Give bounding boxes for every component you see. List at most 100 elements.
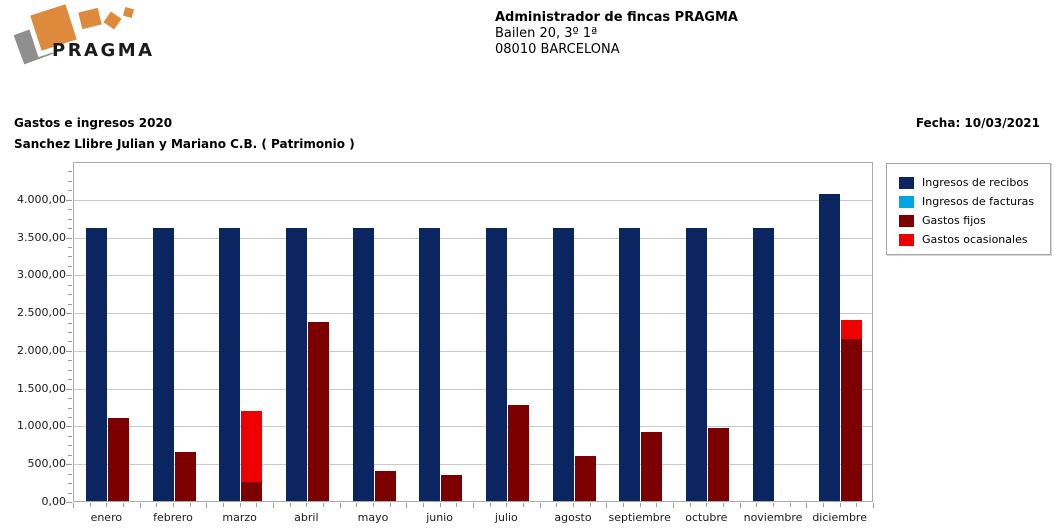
legend-swatch-icon	[899, 233, 914, 246]
company-header: Administrador de fincas PRAGMA Bailen 20…	[495, 10, 738, 58]
legend-swatch-icon	[899, 176, 914, 189]
gridline	[74, 388, 872, 390]
y-axis-minor-tick	[68, 454, 72, 456]
x-axis-tick	[806, 503, 808, 508]
x-axis-label: octubre	[685, 511, 728, 524]
bar-ingresos-de-recibos-marzo	[219, 227, 241, 501]
x-axis-label: noviembre	[743, 511, 803, 524]
y-axis-label: 1.500,00	[17, 381, 66, 395]
x-axis-tick	[406, 503, 408, 508]
y-axis-minor-tick	[68, 265, 72, 267]
x-axis-tick	[223, 503, 224, 507]
x-axis-tick	[389, 503, 391, 507]
bar-ingresos-de-recibos-febrero	[152, 227, 174, 501]
x-axis-tick	[306, 503, 308, 507]
bar-gastos-ocasionales-marzo	[241, 411, 263, 483]
x-axis-tick	[606, 503, 608, 508]
y-axis-minor-tick	[68, 417, 72, 418]
y-axis-major-tick	[66, 502, 72, 503]
x-axis-tick	[623, 503, 624, 507]
y-axis-minor-tick	[68, 407, 72, 409]
x-axis-tick	[139, 503, 141, 508]
y-axis-minor-tick	[68, 369, 72, 371]
x-axis-tick	[373, 503, 374, 507]
x-axis-tick	[439, 503, 441, 507]
x-axis-label: febrero	[153, 511, 193, 524]
chart-legend: Ingresos de recibos Ingresos de facturas G…	[886, 163, 1051, 255]
company-name: Administrador de fincas PRAGMA	[495, 10, 738, 25]
legend-item: Ingresos de facturas	[899, 192, 1050, 211]
x-axis-tick	[239, 503, 241, 507]
legend-item: Gastos fijos	[899, 211, 1050, 230]
y-axis-label: 3.000,00	[17, 268, 66, 282]
bar-ingresos-de-recibos-mayo	[352, 227, 374, 501]
bar-gastos-fijos-febrero	[174, 451, 196, 501]
legend-label: Gastos ocasionales	[922, 233, 1028, 246]
y-axis-minor-tick	[68, 190, 72, 192]
bar-gastos-fijos-octubre	[707, 428, 729, 501]
y-axis-minor-tick	[68, 322, 72, 324]
gridline	[74, 426, 872, 428]
legend-item: Gastos ocasionales	[899, 230, 1050, 249]
company-address: Bailen 20, 3º 1ª	[495, 26, 598, 41]
x-axis-label: mayo	[357, 511, 389, 524]
legend-label: Ingresos de recibos	[922, 176, 1029, 189]
y-axis-label: 3.500,00	[17, 230, 66, 244]
x-axis-tick	[173, 503, 174, 507]
y-axis-minor-tick	[68, 360, 72, 362]
x-axis-tick	[706, 503, 708, 507]
report-date: Fecha: 10/03/2021	[915, 116, 1040, 130]
y-axis-major-tick	[66, 237, 72, 239]
x-axis-label: julio	[494, 511, 518, 524]
x-axis-label: agosto	[554, 511, 592, 524]
y-axis-label: 1.000,00	[17, 419, 66, 433]
y-axis-minor-tick	[68, 398, 72, 400]
company-city: 08010 BARCELONA	[495, 42, 620, 57]
x-axis-tick	[739, 503, 741, 508]
bar-ingresos-de-recibos-octubre	[685, 227, 707, 501]
y-axis-minor-tick	[68, 171, 72, 173]
x-axis-tick	[823, 503, 824, 507]
x-axis-tick	[656, 503, 658, 507]
x-axis-tick	[589, 503, 591, 507]
x-axis-tick	[856, 503, 858, 507]
x-axis-tick	[423, 503, 424, 507]
x-axis-tick	[839, 503, 841, 507]
x-axis-tick	[256, 503, 258, 507]
bar-ingresos-de-recibos-abril	[285, 227, 307, 501]
x-axis-tick	[106, 503, 108, 507]
x-axis-tick	[156, 503, 158, 507]
y-axis-label: 2.500,00	[17, 306, 66, 320]
y-axis-minor-tick	[68, 218, 72, 220]
y-axis-label: 500,00	[27, 457, 67, 471]
bar-ingresos-de-recibos-noviembre	[752, 227, 774, 501]
x-axis-tick	[723, 503, 724, 507]
bar-gastos-fijos-abril	[307, 321, 329, 501]
bar-ingresos-de-recibos-junio	[419, 227, 441, 501]
y-axis-minor-tick	[68, 435, 72, 437]
x-axis-tick	[573, 503, 574, 507]
y-axis-minor-tick	[68, 284, 72, 286]
y-axis-minor-tick	[68, 332, 72, 333]
x-axis-tick	[789, 503, 791, 507]
y-axis-minor-tick	[68, 294, 72, 296]
gridline	[74, 464, 872, 466]
report-title: Gastos e ingresos 2020	[14, 116, 173, 130]
logo-brand-text: PRAGMA	[52, 40, 155, 61]
bar-gastos-fijos-enero	[107, 417, 129, 501]
x-axis-tick	[123, 503, 124, 507]
bar-gastos-fijos-junio	[441, 474, 463, 501]
bar-gastos-fijos-diciembre	[841, 338, 863, 501]
bar-ingresos-de-recibos-julio	[485, 227, 507, 501]
bar-gastos-fijos-agosto	[574, 455, 596, 501]
x-axis-label: abril	[294, 511, 319, 524]
x-axis-tick	[206, 503, 208, 508]
x-axis-tick	[489, 503, 491, 507]
y-axis-major-tick	[66, 388, 72, 390]
legend-label: Gastos fijos	[922, 214, 986, 227]
bar-ingresos-de-recibos-enero	[85, 227, 107, 501]
x-axis-tick	[639, 503, 641, 507]
legend-swatch-icon	[899, 214, 914, 227]
x-axis-tick	[73, 503, 74, 508]
y-axis-minor-tick	[68, 303, 72, 305]
